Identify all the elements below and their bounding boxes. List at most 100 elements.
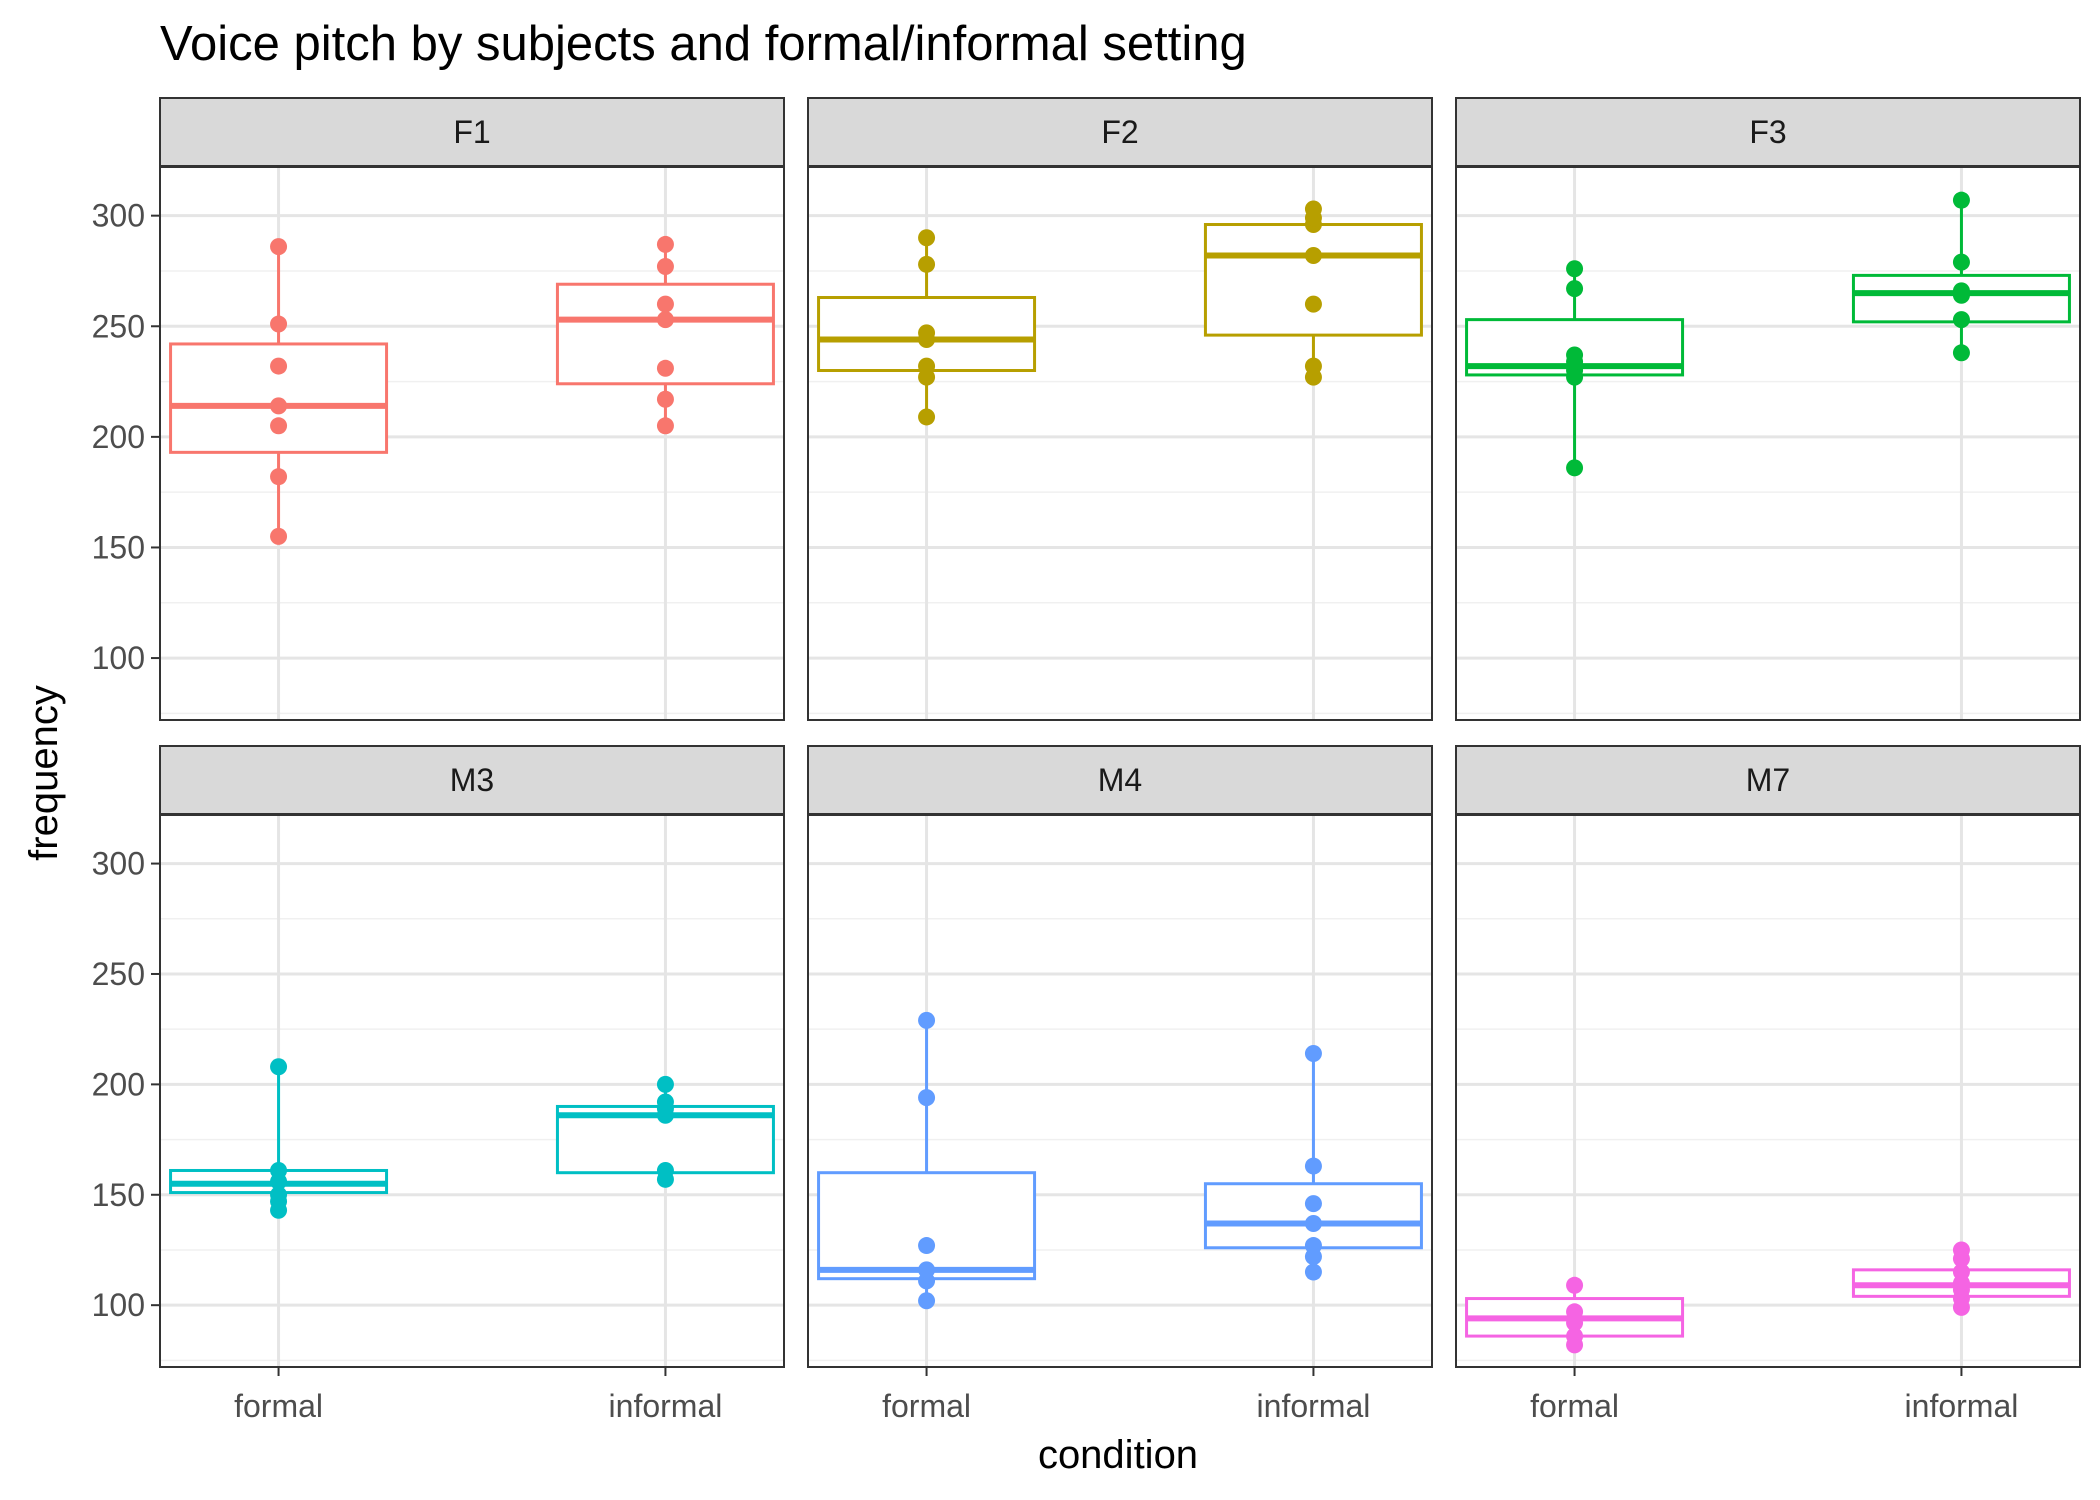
- group-f2-formal: [817, 229, 1037, 426]
- strip-background: [807, 97, 1433, 167]
- panel-background: [808, 815, 1432, 1367]
- data-point: [270, 468, 288, 486]
- data-point: [656, 235, 674, 253]
- data-point: [270, 417, 288, 435]
- data-point: [1304, 1237, 1322, 1255]
- x-tick-label: informal: [1905, 1388, 2019, 1424]
- data-point: [1952, 1241, 1970, 1259]
- data-point: [1566, 260, 1584, 278]
- data-point: [918, 324, 936, 342]
- strip-background: [159, 97, 785, 167]
- data-point: [1566, 1327, 1584, 1345]
- chart-title: Voice pitch by subjects and formal/infor…: [160, 17, 1247, 71]
- data-point: [918, 408, 936, 426]
- y-tick-label: 300: [92, 846, 145, 882]
- strip-label-m7: M7: [1746, 762, 1790, 798]
- data-point: [1952, 344, 1970, 362]
- data-point: [656, 1161, 674, 1179]
- y-tick-label: 150: [92, 1177, 145, 1213]
- x-axis-title: condition: [1038, 1433, 1198, 1477]
- iqr-box: [817, 1171, 1037, 1281]
- group-f3-informal: [1851, 191, 2071, 362]
- data-point: [270, 1186, 288, 1204]
- data-point: [270, 238, 288, 256]
- strip-label-m4: M4: [1098, 762, 1142, 798]
- strip-label-f2: F2: [1101, 114, 1138, 150]
- y-tick-label: 100: [92, 1287, 145, 1323]
- strip-label-f1: F1: [453, 114, 490, 150]
- y-tick-label: 100: [92, 640, 145, 676]
- facet-m7: M7 formal informal: [1455, 745, 2081, 1424]
- data-point: [1952, 191, 1970, 209]
- data-point: [656, 359, 674, 377]
- panel-background: [160, 815, 784, 1367]
- data-point: [1566, 346, 1584, 364]
- y-tick-label: 200: [92, 1066, 145, 1102]
- data-point: [1304, 357, 1322, 375]
- y-tick-label: 200: [92, 419, 145, 455]
- group-m4-informal: [1203, 1044, 1423, 1281]
- strip-label-m3: M3: [450, 762, 494, 798]
- data-point: [656, 1075, 674, 1093]
- y-tick-label: 150: [92, 529, 145, 565]
- group-m4-formal: [817, 1011, 1037, 1310]
- data-point: [1304, 1157, 1322, 1175]
- data-point: [918, 1089, 936, 1107]
- data-point: [1566, 459, 1584, 477]
- data-point: [1304, 1044, 1322, 1062]
- data-point: [656, 390, 674, 408]
- group-m3-informal: [555, 1075, 775, 1188]
- data-point: [1952, 1263, 1970, 1281]
- data-point: [1952, 311, 1970, 329]
- facet-f2: F2: [807, 97, 1433, 721]
- data-point: [1304, 295, 1322, 313]
- data-point: [656, 311, 674, 329]
- data-point: [656, 295, 674, 313]
- group-f3-formal: [1465, 260, 1685, 477]
- data-point: [270, 397, 288, 415]
- strip-background: [1455, 97, 2081, 167]
- facet-f3: F3: [1455, 97, 2081, 721]
- data-point: [918, 1292, 936, 1310]
- data-point: [1566, 1303, 1584, 1321]
- data-point: [656, 258, 674, 276]
- facet-m3: M3 100 150 200 250 300 formal informal: [92, 745, 785, 1424]
- group-f1-informal: [555, 235, 775, 435]
- data-point: [918, 1261, 936, 1279]
- data-point: [270, 527, 288, 545]
- data-point: [1304, 246, 1322, 264]
- group-f2-informal: [1203, 200, 1423, 386]
- data-point: [656, 417, 674, 435]
- x-tick-label: formal: [882, 1388, 971, 1424]
- data-point: [270, 315, 288, 333]
- data-point: [918, 1011, 936, 1029]
- panel-background: [1456, 167, 2080, 720]
- data-point: [1304, 1263, 1322, 1281]
- data-point: [1952, 253, 1970, 271]
- data-point: [918, 255, 936, 273]
- group-m3-formal: [169, 1058, 389, 1219]
- iqr-box: [1203, 223, 1423, 337]
- facet-panels: F1 100 150 200 250 300 F2 F3 M3 100 150 200 250 300 fo…: [92, 97, 2081, 1424]
- strip-background: [1455, 745, 2081, 815]
- x-tick-label: informal: [609, 1388, 723, 1424]
- x-tick-label: formal: [234, 1388, 323, 1424]
- group-f1-formal: [169, 238, 389, 545]
- data-point: [918, 229, 936, 247]
- y-axis-title: frequency: [22, 685, 66, 861]
- group-m7-informal: [1851, 1241, 2071, 1316]
- y-tick-label: 250: [92, 956, 145, 992]
- data-point: [918, 1237, 936, 1255]
- data-point: [1566, 1276, 1584, 1294]
- data-point: [1304, 200, 1322, 218]
- data-point: [1304, 1214, 1322, 1232]
- data-point: [656, 1093, 674, 1111]
- y-tick-label: 300: [92, 198, 145, 234]
- data-point: [1566, 280, 1584, 298]
- data-point: [1952, 282, 1970, 300]
- x-tick-label: formal: [1530, 1388, 1619, 1424]
- y-tick-label: 250: [92, 308, 145, 344]
- facet-m4: M4 formal informal: [807, 745, 1433, 1424]
